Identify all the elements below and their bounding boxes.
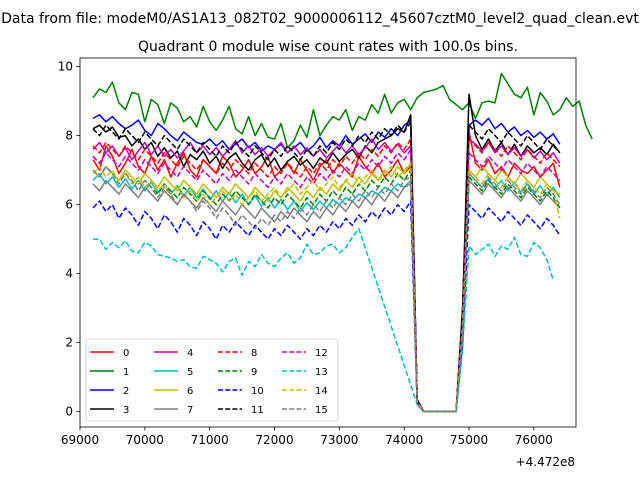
- legend-label-7: 7: [187, 405, 193, 416]
- legend-label-0: 0: [123, 348, 129, 359]
- legend-label-8: 8: [251, 348, 257, 359]
- legend-label-4: 4: [187, 348, 193, 359]
- series-line-4: [92, 138, 561, 413]
- series-line-10: [92, 200, 561, 413]
- x-tick-label: 69000: [61, 433, 99, 447]
- legend-label-15: 15: [315, 405, 328, 416]
- y-tick-label: 4: [65, 267, 73, 281]
- x-tick-label: 70000: [126, 433, 164, 447]
- legend-label-9: 9: [251, 367, 257, 378]
- x-tick-label: 74000: [385, 433, 423, 447]
- series-line-12: [92, 148, 561, 413]
- legend-label-12: 12: [315, 348, 328, 359]
- y-tick-label: 0: [65, 404, 73, 418]
- legend-box: [85, 338, 339, 422]
- legend-label-10: 10: [251, 386, 264, 397]
- x-tick-label: 76000: [515, 433, 553, 447]
- y-tick-label: 10: [58, 60, 73, 74]
- chart-title: Quadrant 0 module wise count rates with …: [138, 39, 518, 55]
- series-line-14: [92, 162, 561, 413]
- series-line-0: [92, 131, 561, 413]
- legend-label-13: 13: [315, 367, 328, 378]
- axes-frame: [79, 57, 577, 428]
- series-line-2: [92, 114, 561, 413]
- legend-label-1: 1: [123, 367, 129, 378]
- y-tick-label: 8: [65, 129, 73, 143]
- legend-label-5: 5: [187, 367, 193, 378]
- x-offset-label: +4.472e8: [516, 455, 575, 469]
- legend-label-6: 6: [187, 386, 193, 397]
- legend-label-2: 2: [123, 386, 129, 397]
- series-line-7: [92, 179, 561, 413]
- y-tick-label: 6: [65, 198, 73, 212]
- figure-suptitle: Data from file: modeM0/AS1A13_082T02_900…: [1, 11, 639, 27]
- series-line-15: [92, 165, 561, 413]
- legend-label-14: 14: [315, 386, 328, 397]
- series-line-1: [92, 72, 593, 149]
- series-line-11: [92, 121, 561, 413]
- x-tick-label: 75000: [450, 433, 488, 447]
- legend-label-3: 3: [123, 405, 129, 416]
- series-lines: [92, 72, 593, 413]
- x-tick-label: 72000: [255, 433, 293, 447]
- series-line-3: [92, 93, 561, 413]
- series-line-8: [92, 138, 561, 413]
- y-tick-label: 2: [65, 336, 73, 350]
- series-line-13: [93, 227, 555, 413]
- plot-area: 69000 70000 71000 72000 73000 74000 75000 76000…: [58, 57, 593, 447]
- legend-label-11: 11: [251, 405, 264, 416]
- x-tick-label: 73000: [320, 433, 358, 447]
- x-tick-label: 71000: [191, 433, 229, 447]
